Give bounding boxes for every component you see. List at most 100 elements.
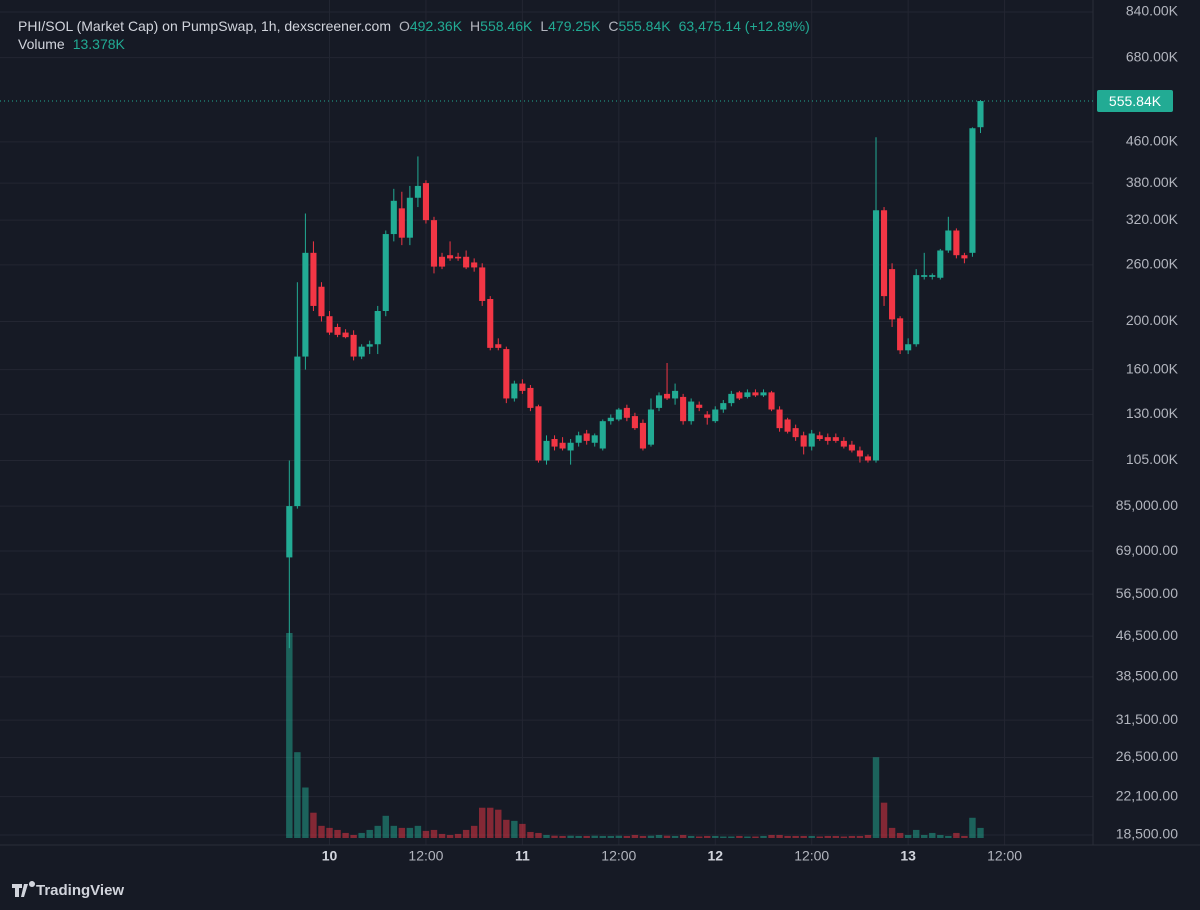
y-tick-label: 38,500.00	[1116, 668, 1178, 684]
volume-bar	[374, 825, 381, 838]
volume-bar	[487, 807, 494, 838]
volume-bar	[655, 834, 663, 838]
candle-layer	[286, 100, 984, 649]
candle-body	[438, 256, 446, 267]
volume-bar	[503, 819, 510, 838]
volume-bar	[366, 829, 373, 838]
volume-bar	[519, 823, 526, 838]
volume-bar	[390, 825, 398, 838]
candle-body	[905, 344, 912, 351]
volume-bar	[438, 833, 446, 838]
volume-bar	[286, 633, 293, 838]
volume-bar	[350, 834, 357, 838]
volume-bar	[615, 835, 623, 838]
volume-bar	[695, 836, 703, 838]
volume-bar	[856, 835, 864, 838]
candle-body	[760, 392, 767, 396]
candle-body	[977, 101, 984, 128]
volume-bar	[454, 833, 462, 838]
legend-key: C	[608, 18, 618, 34]
volume-bar	[551, 835, 558, 838]
volume-bar	[824, 835, 832, 838]
y-tick-label: 460.00K	[1126, 133, 1179, 149]
candle-body	[856, 450, 863, 457]
volume-bar	[953, 832, 960, 838]
candle-body	[310, 252, 317, 306]
volume-bar	[945, 835, 952, 838]
y-tick-label: 31,500.00	[1116, 711, 1178, 727]
volume-bar	[760, 835, 767, 838]
candle-body	[422, 183, 430, 221]
candle-body	[832, 437, 839, 441]
candle-body	[551, 439, 558, 447]
x-tick-label: 12	[707, 848, 723, 864]
candle-body	[889, 269, 896, 320]
candle-body	[591, 435, 598, 443]
candle-body	[704, 414, 711, 418]
candle-body	[631, 416, 638, 429]
candle-body	[358, 346, 365, 357]
volume-bar	[832, 835, 840, 838]
candle-body	[639, 422, 646, 449]
candle-body	[752, 392, 759, 396]
x-tick-label: 12:00	[601, 848, 636, 864]
volume-bar	[776, 834, 783, 838]
y-tick-label: 85,000.00	[1116, 497, 1178, 513]
candle-body	[913, 275, 920, 345]
footer-text: TradingView	[36, 882, 124, 899]
y-tick-label: 69,000.00	[1116, 542, 1178, 558]
volume-bar	[342, 832, 349, 838]
volume-bar	[904, 834, 912, 838]
candle-body	[398, 208, 405, 238]
candle-body	[784, 419, 791, 432]
volume-bar	[334, 829, 341, 838]
candle-body	[623, 407, 630, 418]
x-tick-label: 12:00	[794, 848, 829, 864]
volume-bar	[969, 817, 976, 838]
volume-bar	[575, 835, 582, 838]
volume-bar	[808, 835, 815, 838]
candle-body	[334, 326, 341, 335]
candle-body	[607, 417, 614, 422]
volume-bar	[446, 834, 454, 838]
volume-bar	[720, 836, 727, 838]
legend-value: 555.84K	[618, 18, 671, 34]
y-tick-label: 56,500.00	[1116, 585, 1178, 601]
volume-bar	[872, 757, 880, 838]
volume-bar	[294, 752, 301, 838]
volume-bar	[728, 836, 735, 838]
volume-bar	[559, 835, 566, 838]
candle-body	[479, 267, 486, 301]
volume-bar	[912, 829, 920, 838]
y-tick-label: 260.00K	[1126, 256, 1179, 272]
candle-body	[350, 334, 357, 357]
x-tick-label: 12:00	[408, 848, 443, 864]
y-tick-label: 22,100.00	[1116, 787, 1178, 803]
candle-body	[543, 440, 550, 461]
candle-body	[816, 435, 823, 440]
volume-bar	[752, 836, 759, 838]
volume-bar	[495, 809, 502, 838]
candle-body	[471, 262, 478, 268]
candle-body	[808, 433, 815, 447]
candle-body	[414, 185, 421, 198]
legend-key: H	[470, 18, 480, 34]
volume-bar	[511, 820, 518, 838]
candle-body	[897, 318, 904, 351]
volume-bar	[422, 830, 430, 838]
candle-body	[374, 310, 381, 345]
volume-bar	[816, 836, 823, 838]
last-price-label: 555.84K	[1109, 93, 1162, 109]
candle-body	[663, 393, 671, 399]
volume-bar	[848, 835, 856, 838]
volume-bar	[792, 835, 799, 838]
volume-bar	[687, 835, 695, 838]
candle-body	[824, 437, 831, 441]
volume-bar	[543, 834, 550, 838]
candle-body	[961, 255, 968, 259]
x-tick-label: 13	[900, 848, 916, 864]
candle-body	[655, 395, 663, 408]
volume-bar	[679, 834, 687, 838]
volume-bar	[888, 827, 896, 838]
